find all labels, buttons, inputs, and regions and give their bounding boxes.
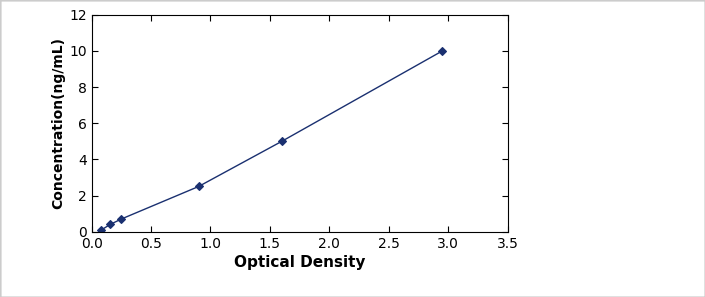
Y-axis label: Concentration(ng/mL): Concentration(ng/mL) — [51, 37, 65, 209]
X-axis label: Optical Density: Optical Density — [234, 255, 365, 270]
